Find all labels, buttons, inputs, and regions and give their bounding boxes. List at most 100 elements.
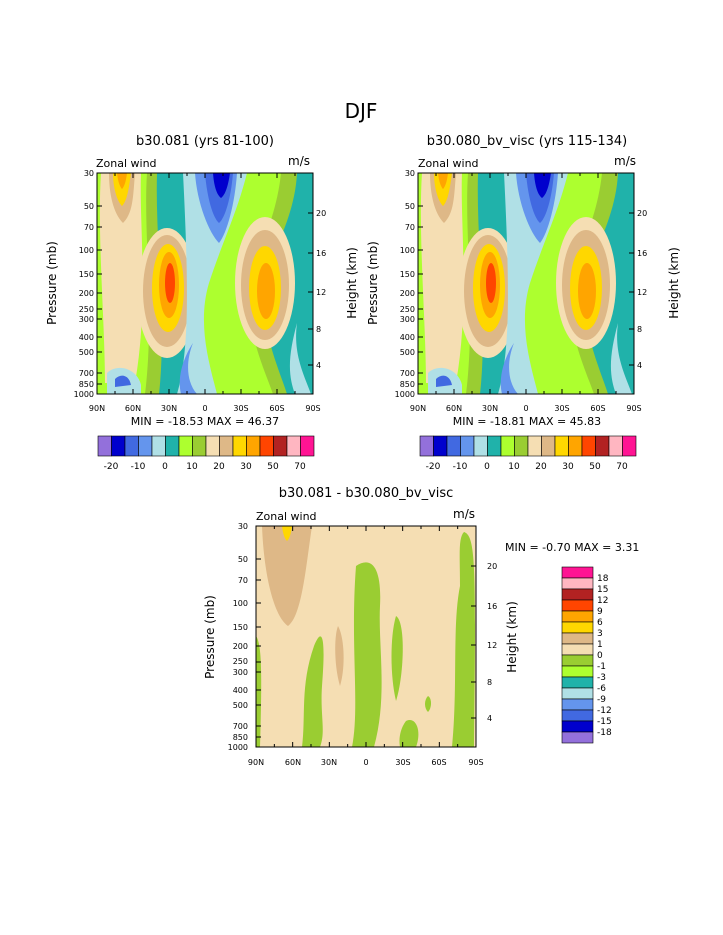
panel-1-variable: Zonal wind	[96, 157, 157, 170]
panel-1-y-tick-right: 16	[316, 249, 326, 258]
panel-3-y-tick: 30	[238, 522, 248, 531]
panel-3-y-tick: 250	[233, 657, 248, 666]
panel-1-colorbar-swatch	[219, 435, 234, 457]
panel-1-colorbar-label: 0	[162, 462, 168, 472]
panel-1: b30.081 (yrs 81-100) Zonal wind m/s	[45, 134, 359, 472]
panel-2-variable: Zonal wind	[418, 157, 479, 170]
panel-2-y-tick-right: 8	[637, 325, 642, 334]
panel-3: b30.081 - b30.080_bv_visc Zonal wind m/s…	[203, 486, 639, 767]
panel-3-colorbar-swatch	[561, 709, 594, 722]
panel-2-colorbar-swatch	[446, 435, 461, 457]
panel-1-y-tick-right: 8	[316, 325, 321, 334]
panel-3-y-tick: 200	[233, 642, 248, 651]
panel-2-colorbar-swatch	[608, 435, 623, 457]
panel-3-x-tick: 30S	[395, 758, 410, 767]
panel-2-colorbar-swatch	[527, 435, 542, 457]
panel-1-colorbar-label: 20	[213, 462, 225, 472]
panel-2-x-tick: 60S	[590, 404, 605, 413]
panel-1-units: m/s	[288, 154, 310, 168]
panel-2-y-tick: 250	[400, 305, 415, 314]
panel-3-colorbar-label: -12	[597, 706, 612, 716]
panel-3-frame-ticks	[255, 525, 477, 748]
panel-1-colorbar-label: 10	[186, 462, 198, 472]
panel-2-y-tick: 100	[400, 246, 415, 255]
panel-3-x-tick: 0	[363, 758, 368, 767]
panel-1-colorbar-label: 50	[267, 462, 279, 472]
panel-1-colorbar-swatch	[205, 435, 220, 457]
panel-3-x-tick: 90S	[468, 758, 483, 767]
panel-2-x-tick: 90S	[626, 404, 641, 413]
panel-1-y-tick: 850	[79, 380, 94, 389]
panel-1-colorbar-swatch	[286, 435, 301, 457]
panel-3-colorbar-swatch	[561, 676, 594, 689]
panel-3-colorbar-label: 18	[597, 574, 609, 584]
panel-1-colorbar-swatch	[300, 435, 315, 457]
panel-1-x-tick: 90S	[305, 404, 320, 413]
panel-3-colorbar-swatch	[561, 731, 594, 744]
panel-1-x-tick: 60N	[125, 404, 141, 413]
panel-2-colorbar-label: 70	[616, 462, 628, 472]
panel-3-y-tick: 500	[233, 701, 248, 710]
panel-2-colorbar-swatch	[581, 435, 596, 457]
panel-3-colorbar-labels: 18 15 12 9 6 3 1 0 -1 -3 -6 -9 -12 -15 -…	[597, 574, 612, 738]
panel-2-ylabel: Pressure (mb)	[366, 241, 380, 325]
panel-2-colorbar-swatch	[541, 435, 556, 457]
panel-3-min-max: MIN = -0.70 MAX = 3.31	[505, 541, 639, 554]
panel-3-y-tick: 300	[233, 668, 248, 677]
panel-3-x-tick: 30N	[321, 758, 337, 767]
panel-3-variable: Zonal wind	[256, 510, 317, 523]
panel-3-colorbar-label: 0	[597, 651, 603, 661]
panel-1-x-tick: 30S	[233, 404, 248, 413]
panel-2-colorbar-label: 20	[535, 462, 547, 472]
panel-3-units: m/s	[453, 507, 475, 521]
panel-2-min-max: MIN = -18.81 MAX = 45.83	[453, 415, 601, 428]
panel-2-y-tick: 300	[400, 315, 415, 324]
panel-3-ylabel: Pressure (mb)	[203, 595, 217, 679]
panel-1-x-tick: 90N	[89, 404, 105, 413]
panel-2-colorbar-swatch	[433, 435, 448, 457]
panel-1-y-ticks-right: 20 16 12 8 4	[316, 209, 326, 370]
panel-2-y-tick: 50	[405, 202, 415, 211]
panel-2-colorbar-swatch	[473, 435, 488, 457]
panel-2-y-tick: 150	[400, 270, 415, 279]
panel-2-x-ticks: 90N 60N 30N 0 30S 60S 90S	[410, 404, 642, 413]
panel-1-y-tick-right: 4	[316, 361, 321, 370]
panel-2-colorbar-labels: -20 -10 0 10 20 30 50 70	[426, 462, 628, 472]
panel-2-colorbar-swatch	[514, 435, 529, 457]
panel-1-y-tick: 100	[79, 246, 94, 255]
panel-1-ylabel-right: Height (km)	[345, 247, 359, 318]
panel-1-y-tick-right: 20	[316, 209, 326, 218]
panel-1-colorbar-label: 30	[240, 462, 252, 472]
panel-3-ylabel-right: Height (km)	[505, 601, 519, 672]
panel-1-frame-ticks	[96, 172, 314, 395]
panel-3-colorbar-swatch	[561, 621, 594, 634]
panel-3-colorbar-swatch	[561, 665, 594, 678]
panel-2-y-tick: 400	[400, 333, 415, 342]
panel-1-y-tick: 30	[84, 169, 94, 178]
panel-2-x-tick: 30N	[482, 404, 498, 413]
panel-2-title: b30.080_bv_visc (yrs 115-134)	[427, 134, 627, 149]
panel-2-colorbar-label: -10	[453, 462, 468, 472]
panel-1-x-tick: 30N	[161, 404, 177, 413]
panel-3-colorbar-label: -6	[597, 684, 606, 694]
panel-3-y-tick-right: 16	[487, 602, 497, 611]
panel-1-colorbar-swatch	[138, 435, 153, 457]
panel-2-y-tick: 70	[405, 223, 415, 232]
panel-1-colorbar-swatch	[192, 435, 207, 457]
panel-1-y-tick: 700	[79, 369, 94, 378]
panel-3-y-tick-right: 20	[487, 562, 497, 571]
panel-3-colorbar-label: 6	[597, 618, 603, 628]
panel-2-units: m/s	[614, 154, 636, 168]
panel-2-x-tick: 0	[523, 404, 528, 413]
panel-1-colorbar-labels: -20 -10 0 10 20 30 50 70	[104, 462, 306, 472]
panel-1-y-tick: 250	[79, 305, 94, 314]
panel-1-colorbar-swatch	[246, 435, 261, 457]
panel-3-field	[256, 526, 476, 747]
panel-2-y-tick-right: 20	[637, 209, 647, 218]
panel-2-colorbar-swatch	[487, 435, 502, 457]
panel-3-y-tick: 100	[233, 599, 248, 608]
panel-2-y-tick: 700	[400, 369, 415, 378]
panel-3-colorbar-swatch	[561, 632, 594, 645]
panel-1-y-tick: 70	[84, 223, 94, 232]
panel-3-colorbar-label: -15	[597, 717, 612, 727]
